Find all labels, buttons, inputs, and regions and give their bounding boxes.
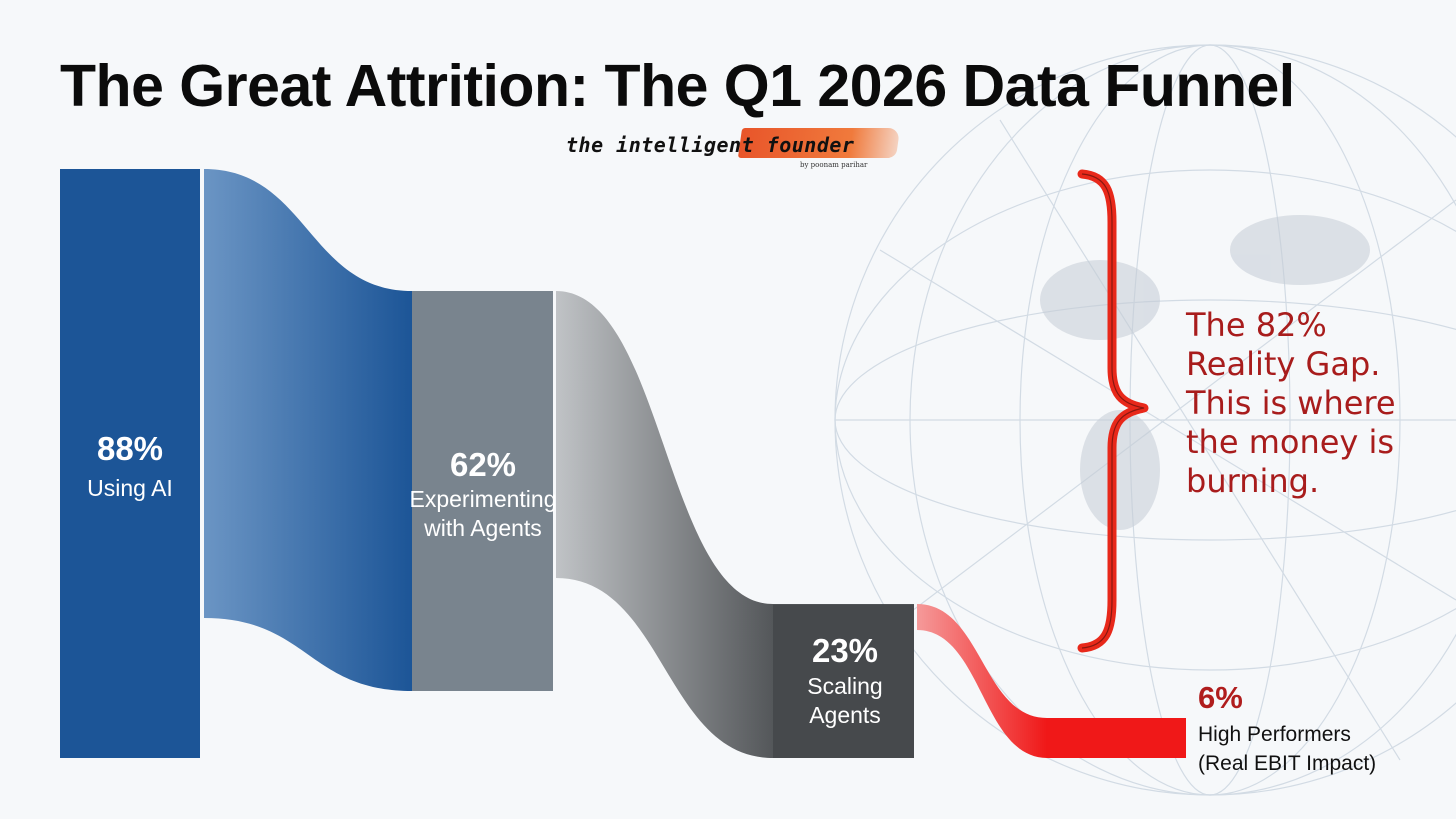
flow-using-to-experimenting: [204, 169, 412, 691]
stage-label-experimenting-line1: Experimenting: [409, 486, 556, 512]
logo-wordmark: the intelligent founder: [566, 133, 855, 157]
stage-bar-experimenting: [412, 291, 553, 691]
value-label-using-ai: 88%: [97, 430, 163, 467]
stage-label-scaling-line2: Agents: [809, 702, 881, 728]
stage-label-using-ai: Using AI: [87, 475, 173, 501]
stage-label-experimenting-line2: with Agents: [423, 515, 542, 541]
reality-gap-brace-outline: [1081, 173, 1145, 649]
value-label-scaling: 23%: [812, 632, 878, 669]
brand-logo: the intelligent founder by poonam pariha…: [562, 124, 907, 174]
value-label-high-performers: 6%: [1198, 680, 1243, 715]
stage-label-high-performers-line2: (Real EBIT Impact): [1198, 752, 1376, 775]
value-label-experimenting: 62%: [450, 446, 516, 483]
reality-gap-annotation: The 82% Reality Gap. This is where the m…: [1186, 306, 1396, 500]
stage-label-high-performers-line1: High Performers: [1198, 723, 1351, 746]
flow-experimenting-to-scaling: [556, 291, 773, 758]
page-title: The Great Attrition: The Q1 2026 Data Fu…: [60, 53, 1295, 119]
stage-bar-using-ai: [60, 169, 200, 758]
reality-gap-brace: [1077, 169, 1149, 653]
stage-bar-high-performers: [1047, 718, 1186, 758]
stage-bar-scaling: [773, 604, 914, 758]
flow-scaling-to-high-performers: [917, 604, 1047, 758]
stage-label-scaling-line1: Scaling: [807, 673, 882, 699]
logo-byline: by poonam parihar: [800, 161, 868, 169]
